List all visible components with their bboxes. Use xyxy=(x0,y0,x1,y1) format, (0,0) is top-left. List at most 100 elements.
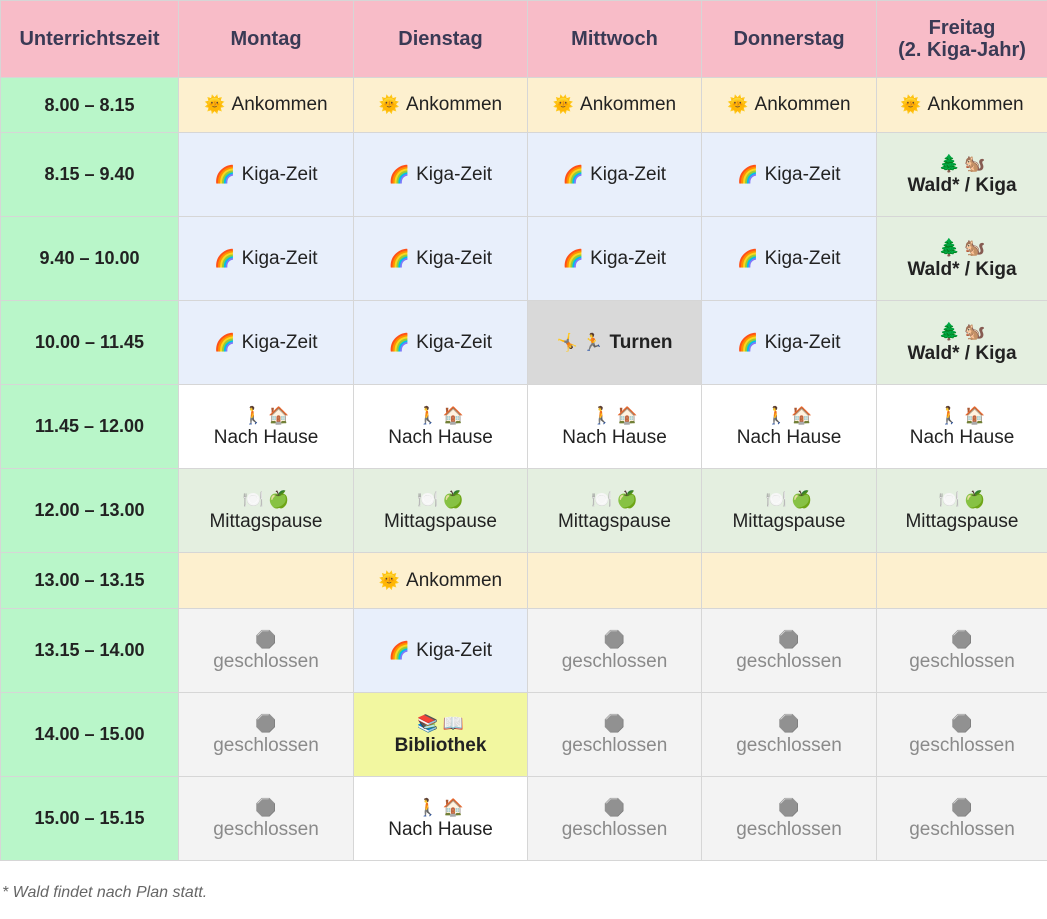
schedule-cell: 🌞 Ankommen xyxy=(527,77,702,133)
schedule-cell xyxy=(178,552,354,609)
time-cell: 12.00 – 13.00 xyxy=(0,468,179,553)
time-cell: 8.15 – 9.40 xyxy=(0,132,179,217)
schedule-cell: 🍽️ 🍏 Mittagspause xyxy=(876,468,1047,553)
header-cell: Freitag (2. Kiga-Jahr) xyxy=(876,0,1047,78)
cell-text: geschlossen xyxy=(561,734,668,756)
schedule-cell: 🚶 🏠 Nach Hause xyxy=(527,384,702,469)
icon: 🛑 xyxy=(951,797,973,817)
icon: 🚶 🏠 xyxy=(416,405,465,425)
schedule-cell: 🛑 geschlossen xyxy=(527,692,702,777)
cell-text: Kiga-Zeit xyxy=(416,163,493,185)
cell-text: Mittagspause xyxy=(209,510,323,532)
icon: 🌈 xyxy=(388,640,411,660)
schedule-cell: 🌞 Ankommen xyxy=(876,77,1047,133)
cell-text: Nach Hause xyxy=(213,426,319,448)
cell-text: Turnen xyxy=(609,331,673,353)
schedule-cell: 🤸 🏃 Turnen xyxy=(527,300,702,385)
row: 9.40 – 10.00 🌈 Kiga-Zeit 🌈 Kiga-Zeit 🌈 Kiga-Ze… xyxy=(0,216,1047,301)
icon: 🚶 🏠 xyxy=(938,405,986,425)
row: 15.00 – 15.15 🛑 geschlossen 🚶 🏠 Nach Hause 🛑 g… xyxy=(0,776,1047,861)
schedule-cell: 🌲 🐿️ Wald* / Kiga xyxy=(876,300,1047,385)
schedule-cell: 🛑 geschlossen xyxy=(178,608,354,693)
schedule-cell: 🌈 Kiga-Zeit xyxy=(353,132,528,217)
cell-text: geschlossen xyxy=(909,818,1015,840)
cell-text: Kiga-Zeit xyxy=(241,163,318,185)
time-cell: 15.00 – 15.15 xyxy=(0,776,179,861)
icon: 🌞 xyxy=(552,95,575,114)
cell-text: Ankommen xyxy=(927,94,1024,115)
icon: 🛑 xyxy=(255,797,277,817)
icon: 🤸 🏃 xyxy=(556,332,604,352)
icon: 🌈 xyxy=(214,164,236,184)
cell-text: Kiga-Zeit xyxy=(241,331,318,353)
schedule-cell: 🚶 🏠 Nach Hause xyxy=(353,776,528,861)
time-cell: 9.40 – 10.00 xyxy=(0,216,179,301)
cell-text: Kiga-Zeit xyxy=(590,163,667,185)
icon: 🌈 xyxy=(737,332,759,352)
cell-text: Wald* / Kiga xyxy=(907,342,1017,364)
cell-text: Mittagspause xyxy=(905,510,1019,532)
cell-text: Ankommen xyxy=(231,94,328,115)
cell-text: Kiga-Zeit xyxy=(416,331,493,353)
schedule-cell: 🛑 geschlossen xyxy=(701,608,877,693)
schedule-cell: 🚶 🏠 Nach Hause xyxy=(353,384,528,469)
icon: 🍽️ 🍏 xyxy=(590,489,639,509)
time-cell: 11.45 – 12.00 xyxy=(0,384,179,469)
header-cell: Mittwoch xyxy=(527,0,702,78)
row: 13.15 – 14.00 🛑 geschlossen 🌈 Kiga-Zeit 🛑 gesc… xyxy=(0,608,1047,693)
header-cell: Dienstag xyxy=(353,0,528,78)
schedule-cell: 📚 📖 Bibliothek xyxy=(353,692,528,777)
schedule-cell: 🛑 geschlossen xyxy=(178,776,354,861)
time-cell: 13.00 – 13.15 xyxy=(0,552,179,609)
icon: 🛑 xyxy=(255,713,277,733)
schedule-cell: 🌞 Ankommen xyxy=(353,552,528,609)
cell-text: Nach Hause xyxy=(388,818,493,840)
icon: 🌞 xyxy=(378,95,401,114)
schedule-cell: 🛑 geschlossen xyxy=(527,608,702,693)
icon: 🛑 xyxy=(951,629,973,649)
icon: 🌈 xyxy=(214,332,236,352)
cell-text: geschlossen xyxy=(736,650,842,672)
schedule-cell: 🛑 geschlossen xyxy=(527,776,702,861)
cell-text: geschlossen xyxy=(561,818,668,840)
row: 8.00 – 8.15 🌞 Ankommen 🌞 Ankommen 🌞 Ankommen 🌞 A… xyxy=(0,77,1047,133)
icon: 🛑 xyxy=(778,713,800,733)
schedule-cell: 🌞 Ankommen xyxy=(178,77,354,133)
icon: 🌞 xyxy=(900,95,922,114)
cell-text: geschlossen xyxy=(213,818,319,840)
cell-text: Kiga-Zeit xyxy=(764,331,841,353)
icon: 🚶 🏠 xyxy=(416,797,465,817)
schedule-cell: 🛑 geschlossen xyxy=(876,776,1047,861)
cell-text: Wald* / Kiga xyxy=(907,258,1017,280)
icon: 🛑 xyxy=(778,629,800,649)
icon: 🚶 🏠 xyxy=(242,405,290,425)
icon: 🌈 xyxy=(737,164,759,184)
icon: 📚 📖 xyxy=(416,713,465,733)
icon: 🌲 🐿️ xyxy=(938,237,986,257)
icon: 🌈 xyxy=(388,164,411,184)
schedule-cell: 🛑 geschlossen xyxy=(701,776,877,861)
cell-text: Nach Hause xyxy=(388,426,493,448)
icon: 🛑 xyxy=(951,713,973,733)
row: 8.15 – 9.40 🌈 Kiga-Zeit 🌈 Kiga-Zeit 🌈 Kiga-Zei… xyxy=(0,132,1047,217)
schedule-cell: 🍽️ 🍏 Mittagspause xyxy=(701,468,877,553)
schedule-cell: 🛑 geschlossen xyxy=(876,608,1047,693)
cell-text: Kiga-Zeit xyxy=(764,163,841,185)
schedule-cell: 🚶 🏠 Nach Hause xyxy=(701,384,877,469)
timetable: Unterrichtszeit Montag Dienstag Mittwoch Don… xyxy=(0,0,1047,861)
cell-text: Kiga-Zeit xyxy=(416,247,493,269)
icon: 🛑 xyxy=(603,713,626,733)
schedule-cell: 🌈 Kiga-Zeit xyxy=(178,216,354,301)
time-cell: 14.00 – 15.00 xyxy=(0,692,179,777)
cell-text: geschlossen xyxy=(213,734,319,756)
schedule-cell: 🍽️ 🍏 Mittagspause xyxy=(353,468,528,553)
cell-text: Kiga-Zeit xyxy=(764,247,841,269)
cell-text: geschlossen xyxy=(736,818,842,840)
cell-text: geschlossen xyxy=(909,734,1015,756)
cell-text: Bibliothek xyxy=(394,734,487,756)
cell-text: Ankommen xyxy=(406,569,503,591)
cell-text: Mittagspause xyxy=(732,510,846,532)
icon: 🛑 xyxy=(603,629,626,649)
cell-text: Ankommen xyxy=(580,94,677,115)
